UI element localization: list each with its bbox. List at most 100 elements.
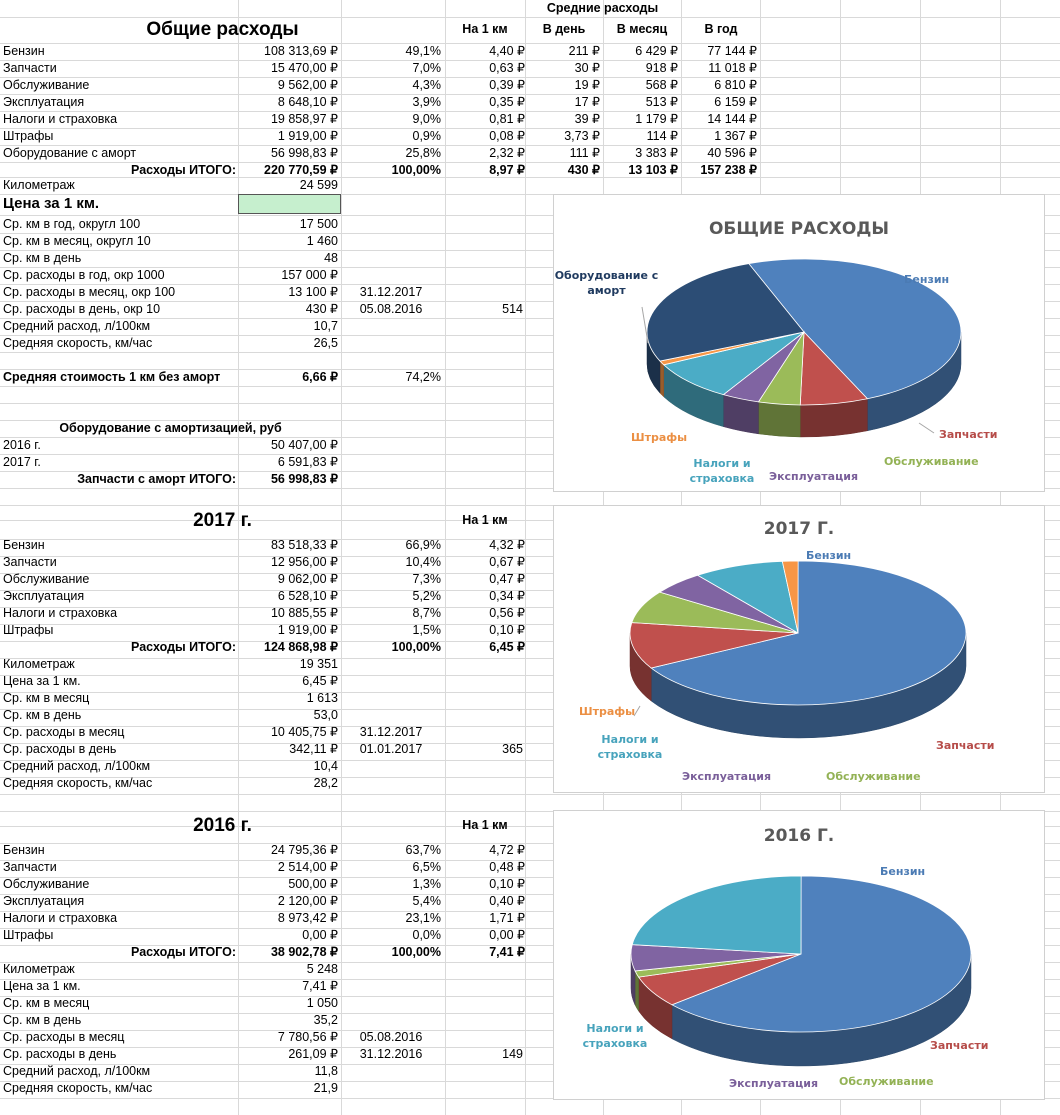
stat-days[interactable]: 149 bbox=[502, 1047, 523, 1061]
stat-label[interactable]: Километраж bbox=[3, 657, 75, 671]
expense-per-day[interactable]: 211 ₽ bbox=[568, 44, 600, 58]
expense-per-km[interactable]: 0,34 ₽ bbox=[489, 589, 525, 603]
expense-sum[interactable]: 6 528,10 ₽ bbox=[277, 589, 338, 603]
expense-pct[interactable]: 1,5% bbox=[412, 623, 442, 637]
pie-slice-Налоги и страховка[interactable] bbox=[696, 560, 799, 634]
expense-per-km[interactable]: 0,56 ₽ bbox=[489, 606, 525, 620]
expense-name[interactable]: Штрафы bbox=[3, 928, 54, 942]
stat-date[interactable] bbox=[341, 250, 441, 267]
stat-days[interactable] bbox=[445, 335, 523, 352]
stat-value[interactable]: 53,0 bbox=[313, 708, 338, 722]
equip-total-label[interactable]: Запчасти с аморт ИТОГО: bbox=[77, 472, 236, 486]
expense-name[interactable]: Обслуживание bbox=[3, 877, 90, 891]
stat-date[interactable] bbox=[341, 995, 441, 1012]
stat-date[interactable] bbox=[341, 1012, 441, 1029]
expense-per-km[interactable]: 0,81 ₽ bbox=[489, 112, 525, 126]
total-label[interactable]: Расходы ИТОГО: bbox=[131, 640, 236, 654]
no-amort-label[interactable]: Средняя стоимость 1 км без аморт bbox=[3, 370, 221, 384]
stat-value[interactable]: 157 000 ₽ bbox=[281, 268, 338, 282]
stat-date[interactable] bbox=[341, 673, 441, 690]
stat-label[interactable]: Цена за 1 км. bbox=[3, 674, 81, 688]
stat-days[interactable] bbox=[445, 216, 523, 233]
stat-days[interactable] bbox=[445, 775, 523, 792]
expense-pct[interactable]: 49,1% bbox=[405, 44, 441, 58]
stat-value[interactable]: 48 bbox=[324, 251, 338, 265]
stat-date[interactable] bbox=[341, 690, 441, 707]
stat-date[interactable] bbox=[341, 335, 441, 352]
expense-per-km[interactable]: 0,67 ₽ bbox=[489, 555, 525, 569]
expense-per-year[interactable]: 14 144 ₽ bbox=[707, 112, 757, 126]
stat-label[interactable]: Средний расход, л/100км bbox=[3, 1064, 151, 1078]
stat-date[interactable] bbox=[341, 961, 441, 978]
stat-value[interactable]: 7 780,56 ₽ bbox=[277, 1030, 338, 1044]
expense-sum[interactable]: 1 919,00 ₽ bbox=[277, 129, 338, 143]
total-per-km[interactable]: 7,41 ₽ bbox=[489, 945, 525, 959]
stat-value[interactable]: 21,9 bbox=[313, 1081, 338, 1095]
expense-name[interactable]: Обслуживание bbox=[3, 572, 90, 586]
expense-per-month[interactable]: 568 ₽ bbox=[645, 78, 678, 92]
stat-days[interactable] bbox=[445, 724, 523, 741]
total-sum[interactable]: 220 770,59 ₽ bbox=[264, 163, 338, 177]
stat-date[interactable]: 31.12.2017 bbox=[359, 285, 423, 299]
expense-pct[interactable]: 8,7% bbox=[412, 606, 442, 620]
total-per-month[interactable]: 13 103 ₽ bbox=[628, 163, 678, 177]
stat-date[interactable] bbox=[341, 216, 441, 233]
total-sum[interactable]: 38 902,78 ₽ bbox=[270, 945, 338, 959]
stat-label[interactable]: Средний расход, л/100км bbox=[3, 319, 151, 333]
stat-days[interactable] bbox=[445, 284, 523, 301]
expense-sum[interactable]: 12 956,00 ₽ bbox=[270, 555, 338, 569]
no-amort-pct[interactable]: 74,2% bbox=[405, 370, 441, 384]
pie-slice-Оборудование с аморт[interactable] bbox=[646, 263, 805, 362]
chart-2017[interactable]: 2017 Г. Бензин Запчасти Обслуживание Эксплу… bbox=[553, 505, 1045, 793]
stat-value[interactable]: 13 100 ₽ bbox=[288, 285, 338, 299]
stat-date[interactable] bbox=[341, 233, 441, 250]
total-sum[interactable]: 124 868,98 ₽ bbox=[264, 640, 338, 654]
stat-date[interactable] bbox=[341, 978, 441, 995]
expense-sum[interactable]: 500,00 ₽ bbox=[288, 877, 338, 891]
expense-pct[interactable]: 7,0% bbox=[412, 61, 442, 75]
stat-days[interactable] bbox=[445, 1012, 523, 1029]
stat-date[interactable] bbox=[341, 318, 441, 335]
expense-sum[interactable]: 2 120,00 ₽ bbox=[277, 894, 338, 908]
expense-per-km[interactable]: 4,40 ₽ bbox=[489, 44, 525, 58]
expense-sum[interactable]: 9 562,00 ₽ bbox=[277, 78, 338, 92]
expense-name[interactable]: Налоги и страховка bbox=[3, 606, 118, 620]
stat-label[interactable]: Ср. км в год, округл 100 bbox=[3, 217, 141, 231]
expense-name[interactable]: Штрафы bbox=[3, 129, 54, 143]
stat-value[interactable]: 11,8 bbox=[314, 1064, 338, 1078]
stat-value[interactable]: 10 405,75 ₽ bbox=[270, 725, 338, 739]
stat-days[interactable] bbox=[445, 233, 523, 250]
expense-per-km[interactable]: 0,48 ₽ bbox=[489, 860, 525, 874]
stat-days[interactable] bbox=[445, 1063, 523, 1080]
price-highlight-cell[interactable] bbox=[238, 194, 341, 214]
stat-days[interactable] bbox=[445, 1080, 523, 1097]
expense-name[interactable]: Штрафы bbox=[3, 623, 54, 637]
equip-title[interactable]: Оборудование с амортизацией, руб bbox=[59, 421, 282, 435]
pie-slice-Налоги и страховка[interactable] bbox=[662, 331, 805, 396]
expense-per-year[interactable]: 40 596 ₽ bbox=[707, 146, 757, 160]
total-pct[interactable]: 100,00% bbox=[391, 640, 441, 654]
stat-value[interactable]: 6,45 ₽ bbox=[302, 674, 338, 688]
expense-per-day[interactable]: 17 ₽ bbox=[574, 95, 600, 109]
expense-per-km[interactable]: 0,47 ₽ bbox=[489, 572, 525, 586]
expense-name[interactable]: Бензин bbox=[3, 44, 45, 58]
stat-days[interactable] bbox=[445, 1029, 523, 1046]
stat-value[interactable]: 342,11 ₽ bbox=[289, 742, 338, 756]
expense-name[interactable]: Эксплуатация bbox=[3, 894, 85, 908]
expense-pct[interactable]: 23,1% bbox=[405, 911, 441, 925]
stat-days[interactable] bbox=[445, 690, 523, 707]
pie-slice-Налоги и страховка[interactable] bbox=[631, 875, 802, 955]
expense-per-year[interactable]: 1 367 ₽ bbox=[714, 129, 757, 143]
stat-label[interactable]: Средняя скорость, км/час bbox=[3, 1081, 153, 1095]
expense-pct[interactable]: 9,0% bbox=[412, 112, 442, 126]
expense-name[interactable]: Запчасти bbox=[3, 860, 57, 874]
expense-pct[interactable]: 25,8% bbox=[405, 146, 441, 160]
equip-year-label[interactable]: 2017 г. bbox=[3, 455, 41, 469]
expense-per-km[interactable]: 0,40 ₽ bbox=[489, 894, 525, 908]
stat-date[interactable] bbox=[341, 1080, 441, 1097]
stat-value[interactable]: 19 351 bbox=[299, 657, 338, 671]
stat-label[interactable]: Средняя скорость, км/час bbox=[3, 336, 153, 350]
stat-days[interactable] bbox=[445, 961, 523, 978]
stat-date[interactable] bbox=[341, 758, 441, 775]
